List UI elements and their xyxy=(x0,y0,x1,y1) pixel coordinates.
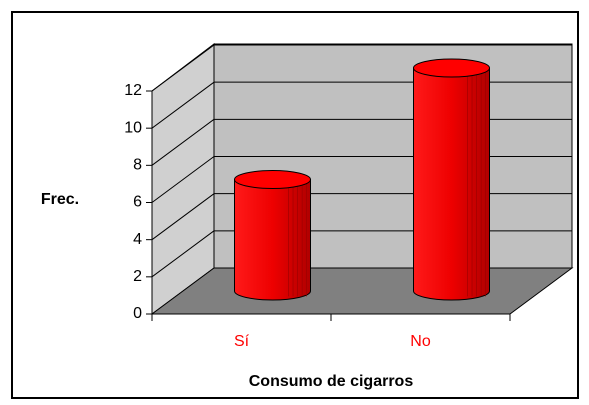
bar-top xyxy=(413,58,490,78)
grid-line xyxy=(151,118,215,166)
grid-line xyxy=(151,81,215,129)
y-tick-label: 0 xyxy=(133,305,142,322)
grid-line xyxy=(151,44,215,92)
bar-top xyxy=(234,170,311,189)
floor xyxy=(150,267,574,315)
bar xyxy=(413,58,490,301)
y-tick-label: 4 xyxy=(133,231,142,248)
x-tick-label: No xyxy=(410,333,431,350)
x-tick-label: Sí xyxy=(234,333,250,350)
bar-body xyxy=(234,179,311,301)
y-tick-label: 12 xyxy=(124,82,142,99)
y-axis-title: Frec. xyxy=(41,191,79,208)
grid-line xyxy=(151,193,215,241)
bar xyxy=(234,170,311,301)
bar-body xyxy=(413,67,490,301)
y-tick-label: 2 xyxy=(133,268,142,285)
grid-line xyxy=(151,230,215,278)
y-tick-label: 10 xyxy=(124,119,142,136)
y-tick-label: 6 xyxy=(133,194,142,211)
y-tick-label: 8 xyxy=(133,157,142,174)
grid-line xyxy=(151,156,215,203)
x-axis-title: Consumo de cigarros xyxy=(249,373,414,390)
